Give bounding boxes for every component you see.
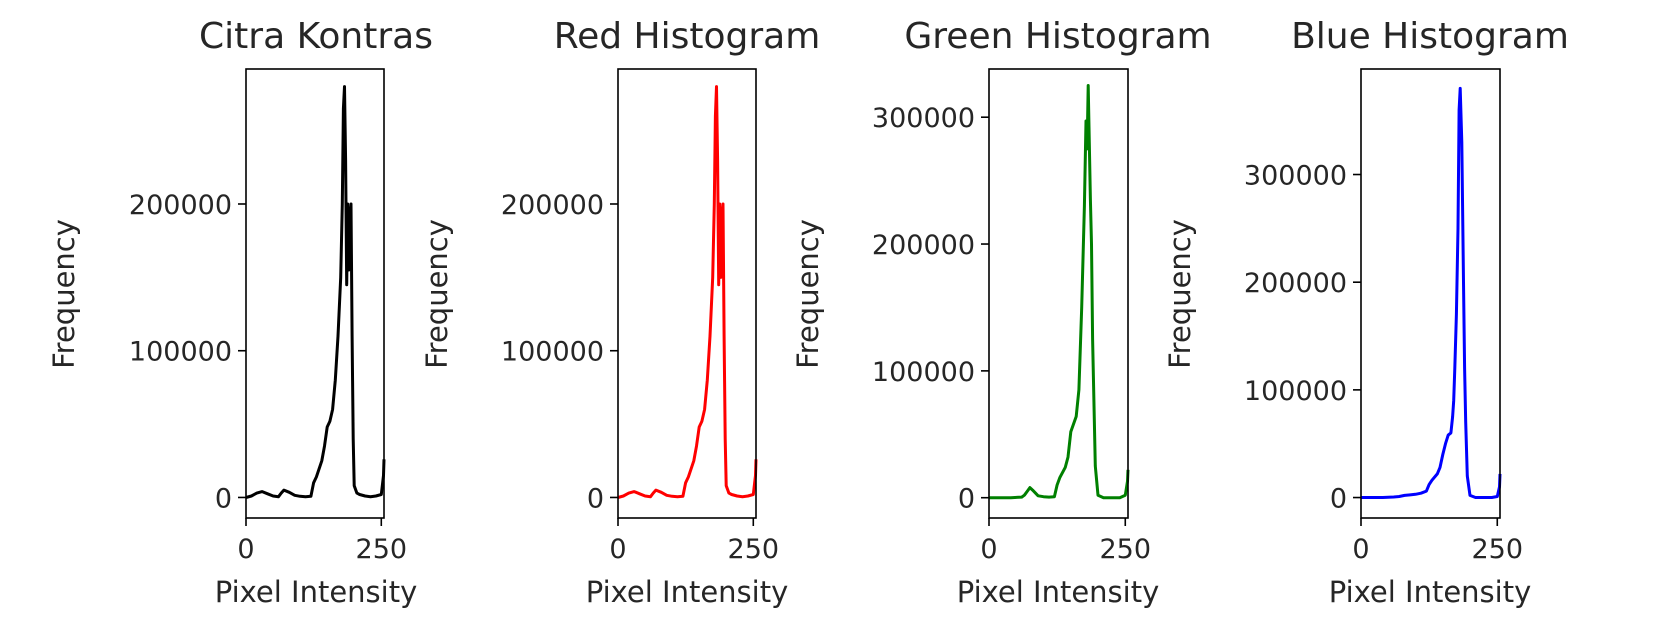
x-axis-label: Pixel Intensity — [957, 575, 1160, 609]
chart-title: Blue Histogram — [1291, 16, 1569, 57]
chart-panel-red-histogram: Red Histogram 0 100000 200000 0 250 Pixel I… — [420, 16, 820, 609]
axes-frame — [1360, 68, 1501, 519]
x-ticks: 0 250 — [237, 518, 407, 565]
y-tick-label: 200000 — [129, 190, 232, 221]
y-axis-label: Frequency — [420, 219, 454, 369]
x-ticks: 0 250 — [609, 518, 779, 565]
x-axis-label: Pixel Intensity — [215, 575, 418, 609]
y-axis-label: Frequency — [791, 219, 825, 369]
x-axis-label: Pixel Intensity — [1329, 575, 1532, 609]
chart-title: Red Histogram — [554, 16, 821, 57]
series-line — [1361, 86, 1502, 499]
chart-title: Citra Kontras — [199, 16, 433, 57]
x-ticks: 0 250 — [980, 518, 1151, 565]
x-ticks: 0 250 — [1352, 518, 1523, 565]
x-tick-label: 250 — [728, 534, 780, 565]
y-ticks: 0 100000 200000 — [129, 190, 246, 514]
y-axis-label: Frequency — [47, 219, 81, 369]
y-tick-label: 0 — [215, 483, 232, 514]
axes-frame — [245, 68, 385, 519]
y-tick-label: 200000 — [501, 190, 604, 221]
y-tick-label: 100000 — [501, 337, 604, 368]
plot-area — [989, 84, 1130, 500]
axes-frame — [988, 68, 1129, 519]
x-tick-label: 250 — [356, 534, 408, 565]
x-tick-label: 250 — [1100, 534, 1152, 565]
y-ticks: 0 100000 200000 300000 — [1244, 161, 1361, 515]
y-ticks: 0 100000 200000 — [501, 190, 618, 514]
plot-area — [1361, 86, 1502, 499]
y-axis-label: Frequency — [1163, 219, 1197, 369]
y-tick-label: 0 — [1330, 484, 1347, 515]
y-tick-label: 100000 — [872, 357, 975, 388]
chart-panel-citra-kontras: Citra Kontras 0 100000 200000 0 250 Pixel I… — [47, 16, 433, 609]
x-tick-label: 250 — [1472, 534, 1524, 565]
x-tick-label: 0 — [1352, 534, 1369, 565]
chart-panel-green-histogram: Green Histogram 0 100000 200000 300000 0 250… — [791, 16, 1212, 609]
y-tick-label: 300000 — [872, 103, 975, 134]
series-line — [617, 85, 758, 499]
y-tick-label: 100000 — [1244, 376, 1347, 407]
y-tick-label: 200000 — [1244, 268, 1347, 299]
x-tick-label: 0 — [237, 534, 254, 565]
y-tick-label: 200000 — [872, 230, 975, 261]
series-line — [989, 84, 1130, 500]
x-tick-label: 0 — [980, 534, 997, 565]
y-tick-label: 0 — [958, 484, 975, 515]
x-tick-label: 0 — [609, 534, 626, 565]
y-ticks: 0 100000 200000 300000 — [872, 103, 989, 515]
plot-area — [617, 85, 758, 499]
y-tick-label: 100000 — [129, 337, 232, 368]
axes-frame — [617, 68, 757, 519]
x-axis-label: Pixel Intensity — [586, 575, 789, 609]
y-tick-label: 0 — [587, 483, 604, 514]
y-tick-label: 300000 — [1244, 161, 1347, 192]
series-line — [245, 85, 386, 499]
plot-area — [245, 85, 386, 499]
chart-title: Green Histogram — [904, 16, 1211, 57]
